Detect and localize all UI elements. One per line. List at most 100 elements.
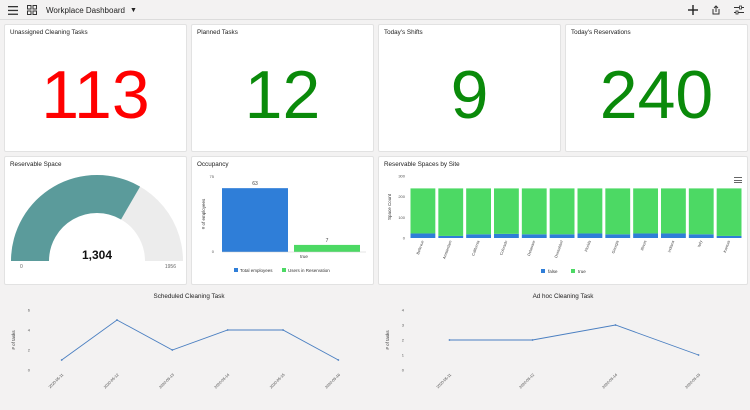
line-series[interactable] <box>449 324 699 356</box>
line-point[interactable] <box>337 359 340 361</box>
kpi-title: Today's Shifts <box>384 29 423 36</box>
plus-icon[interactable] <box>686 3 700 17</box>
adhoc-chart: # of tasks 4 3 2 1 0 2020-05-11 2020-05-12 2020-… <box>385 308 702 390</box>
legend-label[interactable]: Total employees <box>240 268 273 273</box>
x-tick-label: Indiana <box>667 239 675 253</box>
site-bar-segment[interactable] <box>688 188 714 235</box>
x-tick-label: Florida <box>584 239 592 252</box>
kpi-card-todays-shifts[interactable]: Today's Shifts 9 <box>378 24 561 152</box>
site-bar-segment[interactable] <box>633 188 658 234</box>
line-point[interactable] <box>531 339 534 341</box>
y-tick-label: 100 <box>398 215 405 220</box>
site-bar-segment[interactable] <box>494 233 519 238</box>
caret-down-icon[interactable]: ▼ <box>130 6 137 14</box>
sites-title: Reservable Spaces by Site <box>384 161 460 168</box>
bar-data-label: 7 <box>326 238 329 244</box>
legend-swatch <box>541 269 545 273</box>
site-bar-segment[interactable] <box>661 188 686 234</box>
share-icon[interactable] <box>709 3 723 17</box>
y-tick-label: 6 <box>28 308 31 313</box>
x-tick-label: 2020-05-12 <box>103 373 120 390</box>
line-point[interactable] <box>60 359 63 361</box>
site-bar-segment[interactable] <box>633 233 658 238</box>
y-tick-label: 300 <box>398 174 405 179</box>
line-point[interactable] <box>614 324 617 326</box>
line-point[interactable] <box>116 319 118 321</box>
site-bar-segment[interactable] <box>521 188 547 235</box>
x-tick-label: 2020-05-13 <box>158 373 175 390</box>
site-bar-segment[interactable] <box>410 188 436 234</box>
adhoc-title: Ad hoc Cleaning Task <box>532 293 594 300</box>
site-bar-segment[interactable] <box>466 234 491 238</box>
x-tick-label: 2020-05-15 <box>685 373 702 390</box>
scheduled-cleaning-panel: Scheduled Cleaning Task # of tasks 6 4 2 0 20… <box>4 289 374 407</box>
x-tick-label: 2020-05-14 <box>602 373 619 390</box>
y-axis-label: # of tasks <box>11 330 16 350</box>
kpi-card-planned-tasks[interactable]: Planned Tasks 12 <box>191 24 374 152</box>
kpi-title: Planned Tasks <box>197 29 238 36</box>
gauge-fill <box>11 175 141 261</box>
site-bar-segment[interactable] <box>605 234 631 238</box>
kpi-card-unassigned-cleaning-tasks[interactable]: Unassigned Cleaning Tasks 113 <box>4 24 187 152</box>
line-point[interactable] <box>171 349 174 351</box>
occupancy-card[interactable]: Occupancy # of employees 75 0 63 7 true Total … <box>191 156 374 285</box>
x-tick-label: Illinois <box>640 240 647 251</box>
menu-icon[interactable] <box>6 3 20 17</box>
occupancy-title: Occupancy <box>197 161 229 168</box>
site-bar-segment[interactable] <box>438 188 464 236</box>
site-bar-segment[interactable] <box>577 188 603 234</box>
reservable-space-card[interactable]: Reservable Space 1,304 0 1956 <box>4 156 187 285</box>
reservable-spaces-by-site-card[interactable]: Reservable Spaces by Site Space Count 300… <box>378 156 748 285</box>
x-tick-label: 2020-05-12 <box>519 373 536 390</box>
line-point[interactable] <box>226 329 229 331</box>
x-tick-label: Dusseldorf <box>554 239 564 258</box>
x-tick-label: Kansas <box>723 240 731 253</box>
site-bar-segment[interactable] <box>521 234 547 238</box>
site-bar-segment[interactable] <box>410 233 436 238</box>
line-point[interactable] <box>448 339 451 341</box>
occupancy-bar[interactable] <box>222 188 288 252</box>
line-point[interactable] <box>697 354 700 356</box>
x-tick-label: Delaware <box>527 240 536 256</box>
y-tick-label: 1 <box>402 353 405 358</box>
gauge-min-label: 0 <box>20 264 23 270</box>
y-tick-label: 0 <box>28 368 31 373</box>
x-tick-label: 2020-05-16 <box>324 373 341 390</box>
site-bar-segment[interactable] <box>466 188 491 235</box>
site-bar-segment[interactable] <box>716 235 742 238</box>
y-tick-label: 75 <box>210 174 215 179</box>
grid-icon[interactable] <box>25 3 39 17</box>
site-bar-segment[interactable] <box>549 188 575 235</box>
x-tick-label: 2020-05-15 <box>269 373 286 390</box>
kpi-title: Today's Reservations <box>571 29 631 36</box>
x-tick-label: Georgia <box>611 239 620 254</box>
site-bar-segment[interactable] <box>605 188 631 235</box>
y-axis-label: # of employees <box>201 198 206 229</box>
chart-menu-icon[interactable] <box>733 176 743 184</box>
site-bar-segment[interactable] <box>661 233 686 238</box>
sites-chart: Space Count 300 200 100 0 Bellevue Amsterdam Ca… <box>387 174 742 274</box>
occupancy-bar[interactable] <box>294 244 360 252</box>
gauge-title: Reservable Space <box>10 161 62 168</box>
site-bar-segment[interactable] <box>688 234 714 238</box>
dashboard-title[interactable]: Workplace Dashboard <box>46 5 126 15</box>
legend-label[interactable]: Users in Reservation <box>288 268 330 273</box>
site-bar-segment[interactable] <box>549 234 575 238</box>
site-bar-segment[interactable] <box>716 188 742 236</box>
x-tick-label: true <box>300 254 308 259</box>
site-bar-segment[interactable] <box>494 188 519 234</box>
line-point[interactable] <box>282 329 284 331</box>
site-bar-segment[interactable] <box>438 235 464 238</box>
y-tick-label: 4 <box>28 328 31 333</box>
kpi-card-todays-reservations[interactable]: Today's Reservations 240 <box>565 24 748 152</box>
x-tick-label: Italy <box>697 240 703 248</box>
line-series[interactable] <box>61 319 339 361</box>
legend-swatch <box>234 268 238 272</box>
top-bar: Workplace Dashboard ▼ <box>0 0 750 20</box>
legend-label[interactable]: true <box>578 269 586 274</box>
y-tick-label: 4 <box>402 308 405 313</box>
filter-sliders-icon[interactable] <box>732 3 746 17</box>
legend-swatch <box>282 268 286 272</box>
legend-label[interactable]: false <box>548 269 558 274</box>
site-bar-segment[interactable] <box>577 233 603 238</box>
